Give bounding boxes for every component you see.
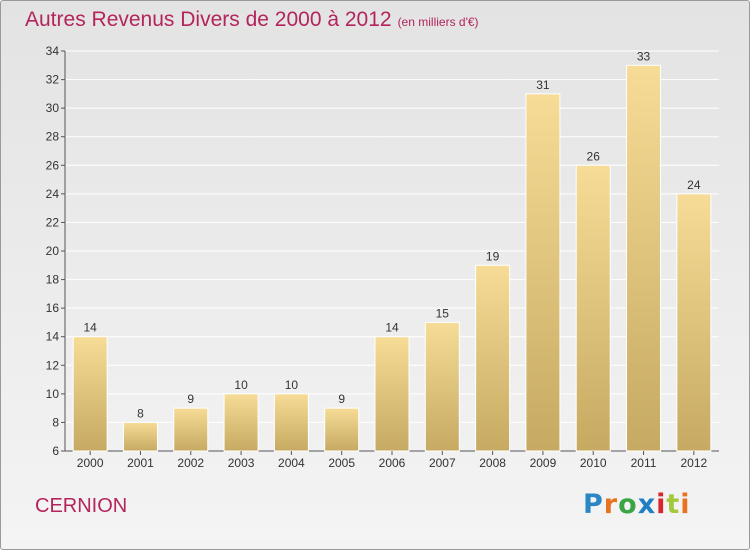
bar: [575, 164, 611, 452]
y-tick-label: 24: [46, 187, 60, 201]
x-tick-label: 2010: [580, 456, 607, 470]
chart-title: Autres Revenus Divers de 2000 à 2012 (en …: [25, 8, 479, 32]
y-tick-label: 32: [46, 73, 60, 87]
y-tick-label: 22: [46, 215, 60, 229]
y-tick-label: 20: [46, 244, 60, 258]
y-tick-label: 10: [46, 387, 60, 401]
proxiti-logo: Proxiti: [583, 489, 691, 520]
bar-value-label: 19: [486, 249, 500, 263]
bar-value-label: 10: [285, 378, 299, 392]
x-tick-label: 2011: [631, 456, 657, 470]
logo-letter: i: [680, 489, 691, 520]
bar: [676, 193, 712, 452]
chart-title-text: Autres Revenus Divers de 2000 à 2012: [25, 8, 392, 31]
bar-value-label: 26: [587, 149, 601, 163]
bar: [424, 321, 460, 452]
x-tick-label: 2009: [530, 456, 557, 470]
bar: [324, 407, 360, 452]
bar: [273, 393, 309, 452]
y-tick-label: 16: [46, 301, 60, 315]
bar-value-label: 33: [637, 49, 651, 63]
logo-letter: o: [618, 489, 638, 520]
x-tick-label: 2012: [680, 456, 707, 470]
bar-value-label: 15: [436, 306, 450, 320]
x-tick-label: 2000: [77, 456, 104, 470]
y-tick-label: 8: [52, 415, 59, 429]
bar: [72, 336, 108, 452]
bar-value-label: 14: [385, 321, 399, 335]
logo-letter: x: [637, 489, 657, 520]
bar-value-label: 14: [83, 321, 97, 335]
bar: [626, 64, 662, 452]
y-tick-label: 12: [46, 358, 60, 372]
bar-value-label: 9: [338, 392, 345, 406]
x-tick-label: 2003: [228, 456, 255, 470]
x-tick-label: 2001: [127, 456, 154, 470]
logo-letter: r: [603, 489, 619, 520]
y-tick-label: 14: [46, 330, 60, 344]
x-tick-label: 2005: [328, 456, 355, 470]
y-tick-label: 26: [46, 158, 60, 172]
x-tick-label: 2006: [379, 456, 406, 470]
x-tick-label: 2002: [177, 456, 204, 470]
y-tick-label: 6: [52, 444, 59, 458]
y-tick-label: 18: [46, 273, 60, 287]
bar: [122, 421, 158, 452]
chart-subtitle: (en milliers d'€): [397, 15, 479, 29]
bar-value-label: 9: [187, 392, 194, 406]
y-tick-label: 28: [46, 130, 60, 144]
y-tick-label: 34: [46, 44, 60, 58]
x-tick-label: 2004: [278, 456, 305, 470]
bar: [223, 393, 259, 452]
logo-letter: t: [666, 489, 681, 520]
place-name: CERNION: [35, 495, 128, 517]
bar: [475, 264, 511, 452]
logo-letter: i: [656, 489, 667, 520]
bar-value-label: 10: [234, 378, 248, 392]
bar-value-label: 8: [137, 406, 144, 420]
bar: [525, 93, 561, 452]
logo-letter: P: [583, 489, 604, 520]
bar: [374, 336, 410, 452]
bar-value-label: 24: [687, 178, 701, 192]
x-tick-label: 2008: [479, 456, 506, 470]
bar-value-label: 31: [536, 78, 550, 92]
x-tick-label: 2007: [429, 456, 456, 470]
bar: [173, 407, 209, 452]
y-tick-label: 30: [46, 101, 60, 115]
